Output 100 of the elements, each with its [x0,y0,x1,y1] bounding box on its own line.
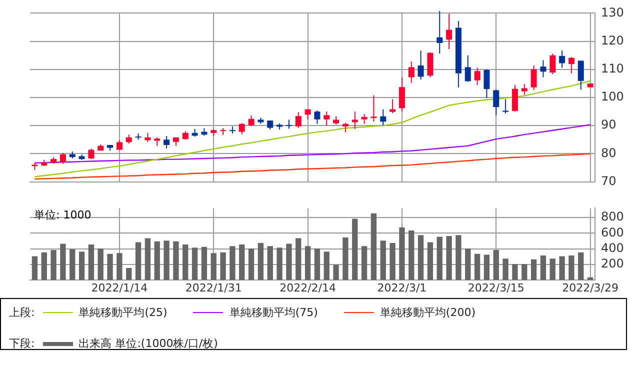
candlestick [361,114,368,124]
bar [220,252,226,280]
x-tick-label: 2022/3/1 [377,281,427,294]
bar [559,256,565,280]
bar [70,249,76,280]
bar [465,248,471,280]
candlestick [446,13,452,50]
bar [126,268,132,280]
candlestick [530,64,537,91]
candlestick [370,94,377,122]
bar [239,244,245,280]
bar [248,248,254,280]
bar [304,246,311,280]
bar [210,253,216,280]
candlestick [418,50,424,80]
bar [361,246,368,280]
bar [286,244,292,280]
candlestick [559,50,566,68]
candlestick [390,98,396,114]
bar [512,264,518,280]
candlestick [512,84,518,112]
bar [230,246,236,280]
bar [370,213,377,280]
bar [50,250,56,280]
legend-label: 出来高 単位:(1000株/口/枚) [78,336,218,351]
bar [201,246,208,280]
bar [380,240,386,280]
bar [41,252,47,280]
bar [314,248,320,280]
bar [98,248,104,280]
y-tick-label: 400 [601,240,624,255]
bar [587,277,594,280]
candlestick [380,108,386,126]
bar [418,235,424,280]
candlestick [60,152,66,164]
y-tick-label: 70 [601,174,616,188]
y-tick-label: 200 [601,256,624,271]
x-tick-label: 2022/1/14 [91,281,148,294]
bar [32,256,38,280]
candlestick [436,10,443,54]
bar [484,254,490,280]
bar [493,250,499,280]
bar [568,255,574,280]
legend-label: 単純移動平均(200) [380,305,476,320]
candlestick [342,122,348,133]
bar [578,252,584,280]
bar [164,240,170,280]
y-tick-label: 130 [601,5,624,20]
bar [352,218,358,280]
y-tick-label: 800 [601,210,624,224]
bar [182,244,188,280]
y-tick-label: 110 [601,62,624,76]
candlestick [464,54,471,82]
y-tick-label: 600 [601,225,624,240]
bar [436,236,442,280]
bar [88,244,94,280]
candlestick [88,148,94,160]
bar [530,259,537,280]
candlestick [408,61,414,84]
candlestick [568,56,574,74]
legend-title: 上段: [9,305,35,320]
x-tick-label: 2022/3/15 [468,281,524,294]
bar [154,241,160,280]
candlestick [248,114,254,127]
bar [258,242,264,280]
bar [324,252,330,280]
bar [107,254,113,280]
candlestick [116,140,122,150]
legend-label: 単純移動平均(25) [78,305,168,320]
candlestick [540,60,546,78]
bar [276,248,282,280]
bar [116,253,122,280]
bar [446,236,452,280]
candlestick [164,135,170,149]
candlestick [295,112,302,128]
legend-label: 単純移動平均(75) [229,305,318,320]
bar [502,258,508,280]
bar [342,238,348,280]
y-tick-label: 120 [601,33,624,48]
bar [60,244,66,280]
bar [399,227,405,280]
bar [267,246,273,280]
candlestick [324,111,330,126]
bar [390,242,396,280]
bar [192,248,198,280]
bar [78,252,85,280]
bar [173,241,179,280]
bar [550,258,556,280]
bar [474,254,480,280]
y-tick-label: 100 [601,90,624,104]
annotation: 単位: 1000 [34,208,92,222]
candlestick [578,60,584,90]
bar [456,235,462,280]
candlestick [502,98,509,114]
candlestick [493,89,500,116]
bar [522,264,528,280]
bar [144,238,151,280]
candlestick [238,122,245,135]
candlestick [550,53,556,75]
bar [296,238,302,280]
